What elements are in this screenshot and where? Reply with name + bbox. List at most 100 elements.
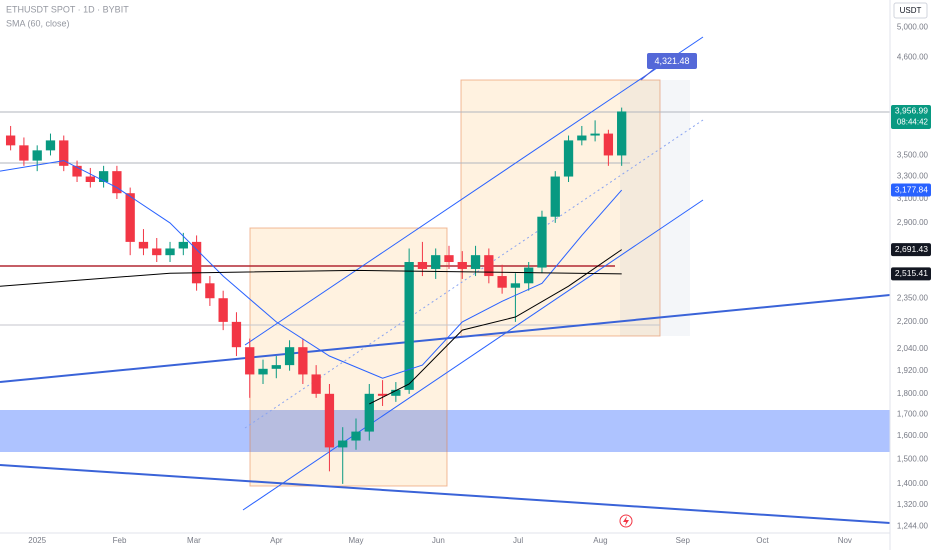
y-tick-label: 1,700.00 [897,409,929,418]
price-tag [891,104,931,129]
moving-average [369,249,622,405]
candle-body [311,374,321,394]
candle-body [351,431,361,441]
candle-body [271,365,281,369]
candle-body [391,389,401,396]
candle-body [577,135,587,141]
candle-body [537,216,547,268]
candle-body [112,171,122,194]
channel-mid [244,119,704,429]
candle-body [85,176,95,183]
currency-button[interactable] [893,2,928,19]
candle-body [231,321,242,348]
candle-body [417,261,428,269]
currency-label[interactable]: USDT [900,6,922,15]
x-tick-label: Feb [113,536,127,545]
y-tick-label: 3,300.00 [897,172,929,181]
y-tick-label: 3,500.00 [897,151,929,160]
candle-body [32,150,42,161]
candle-body [603,133,614,156]
x-tick-label: 2025 [28,536,46,545]
plot [0,107,627,484]
candle-body [524,267,534,284]
candle-body [45,140,56,151]
x-tick-label: Oct [756,536,769,545]
candle-body [364,393,374,432]
candle-body [258,368,268,375]
y-tick-label: 1,320.00 [897,500,929,509]
drawings: 4,321.48 [0,36,891,528]
y-tick-label: 1,500.00 [897,454,929,463]
x-tick-label: Sep [676,536,691,545]
y-tick-label: 1,800.00 [897,389,929,398]
support-zone [0,410,890,452]
candle-body [191,241,202,284]
range-box [460,79,661,337]
projection [620,80,690,336]
price-tag-label: 2,515.41 [895,268,928,278]
x-tick-label: Mar [187,536,201,545]
candle-body [338,440,348,448]
candle-body [72,165,82,177]
y-tick-label: 1,400.00 [897,479,929,488]
axes: 5,000.00 4,600.00 3,500.00 3,300.00 3,100.00… [28,23,931,545]
candle-body [205,283,215,299]
candle-body [377,393,388,396]
price-tag-label: 3,956.99 [895,106,928,116]
x-tick-label: May [348,536,363,545]
moving-average [0,160,623,379]
event-icon-bolt [623,516,629,526]
candle-body [19,145,29,161]
price-tag-label: 2,691.43 [895,244,928,254]
symbol-title: ETHUSDT SPOT · 1D · BYBIT [6,4,129,14]
annotation-label: 4,321.48 [654,56,689,66]
price-tag-label: 3,177.84 [895,184,928,194]
candle-body [298,347,308,375]
x-tick-label: Aug [593,536,607,545]
y-tick-label: 1,244.00 [897,521,929,530]
countdown: 08:44:42 [897,118,929,127]
y-tick-label: 2,350.00 [897,293,929,302]
candle-body [245,347,255,375]
y-tick-label: 5,000.00 [897,23,929,32]
candle-body [178,241,188,249]
annotation-pointer [640,67,656,81]
moving-average [0,269,622,287]
x-tick-label: Jul [513,536,523,545]
annotation-box [647,53,697,69]
candle-body [218,298,228,322]
candle-body [138,241,149,249]
y-tick-label: 4,600.00 [897,53,929,62]
x-tick-label: Jun [432,536,445,545]
x-tick-label: Nov [838,536,852,545]
candle-body [404,261,414,390]
candle-body [152,248,162,256]
candle-body [497,276,507,288]
price-tag [891,183,931,197]
candle-body [98,171,109,183]
y-tick-label: 1,600.00 [897,431,929,440]
candle-body [125,193,135,242]
y-tick-label: 2,200.00 [897,317,929,326]
indicator-legend: SMA (60, close) [6,18,70,28]
candle-body [510,283,521,288]
price-tag [891,267,931,281]
candle-body [324,393,335,448]
candle-body [444,255,454,262]
channel-top [244,36,704,346]
candle-body [470,255,481,269]
candle-body [165,248,175,256]
candle-body [484,255,494,277]
candle-body [563,140,574,177]
candle-body [590,133,600,136]
trend-line [0,464,891,524]
channel-bottom [242,199,704,511]
trend-line [0,294,891,383]
y-tick-label: 1,920.00 [897,366,929,375]
candle-body [457,261,467,269]
y-tick-label: 3,100.00 [897,194,929,203]
x-tick-label: Apr [270,536,283,545]
